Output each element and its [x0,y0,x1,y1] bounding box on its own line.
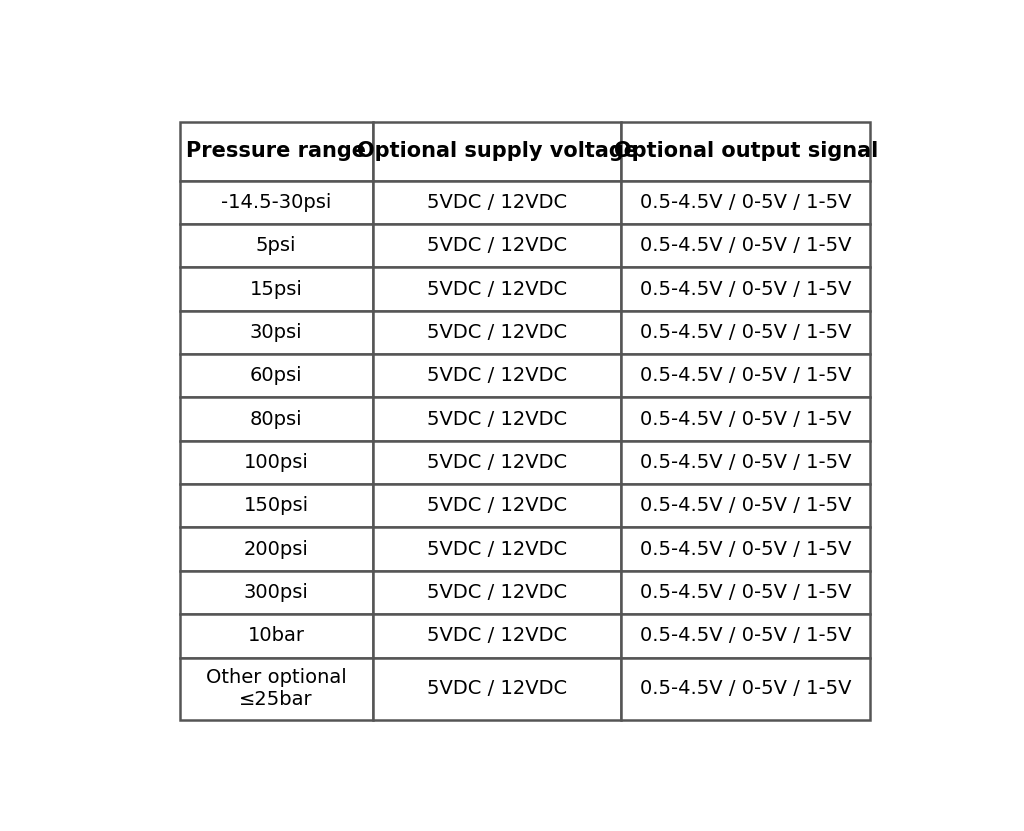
Text: 200psi: 200psi [244,539,308,558]
Bar [179,122,373,180]
Bar [373,528,622,571]
Text: 80psi: 80psi [250,410,302,429]
Text: 10bar: 10bar [248,627,305,646]
Bar [622,657,870,720]
Text: 5VDC / 12VDC: 5VDC / 12VDC [427,323,567,342]
Text: 0.5-4.5V / 0-5V / 1-5V: 0.5-4.5V / 0-5V / 1-5V [640,193,852,212]
Text: 5VDC / 12VDC: 5VDC / 12VDC [427,236,567,255]
Text: 0.5-4.5V / 0-5V / 1-5V: 0.5-4.5V / 0-5V / 1-5V [640,410,852,429]
Text: 0.5-4.5V / 0-5V / 1-5V: 0.5-4.5V / 0-5V / 1-5V [640,323,852,342]
Bar [622,484,870,528]
Bar [373,180,622,224]
Bar [179,571,373,614]
Bar [179,397,373,440]
Text: 0.5-4.5V / 0-5V / 1-5V: 0.5-4.5V / 0-5V / 1-5V [640,539,852,558]
Bar [179,440,373,484]
Bar [622,440,870,484]
Text: -14.5-30psi: -14.5-30psi [221,193,332,212]
Text: 15psi: 15psi [250,279,303,298]
Text: Optional output signal: Optional output signal [613,141,878,161]
Text: 60psi: 60psi [250,366,302,386]
Text: 0.5-4.5V / 0-5V / 1-5V: 0.5-4.5V / 0-5V / 1-5V [640,236,852,255]
Text: 300psi: 300psi [244,583,308,602]
Bar [179,484,373,528]
Text: 5psi: 5psi [256,236,297,255]
Text: 5VDC / 12VDC: 5VDC / 12VDC [427,410,567,429]
Text: 0.5-4.5V / 0-5V / 1-5V: 0.5-4.5V / 0-5V / 1-5V [640,680,852,699]
Text: Optional supply voltage: Optional supply voltage [356,141,638,161]
Bar [373,268,622,311]
Bar [373,311,622,354]
Bar [373,484,622,528]
Bar [179,224,373,268]
Text: 5VDC / 12VDC: 5VDC / 12VDC [427,453,567,472]
Bar [622,614,870,657]
Text: 0.5-4.5V / 0-5V / 1-5V: 0.5-4.5V / 0-5V / 1-5V [640,366,852,386]
Bar [373,397,622,440]
Text: 0.5-4.5V / 0-5V / 1-5V: 0.5-4.5V / 0-5V / 1-5V [640,627,852,646]
Text: 30psi: 30psi [250,323,302,342]
Text: 5VDC / 12VDC: 5VDC / 12VDC [427,496,567,515]
Bar [373,614,622,657]
Text: 5VDC / 12VDC: 5VDC / 12VDC [427,627,567,646]
Bar [622,268,870,311]
Text: Other optional
≤25bar: Other optional ≤25bar [206,668,346,710]
Bar [179,528,373,571]
Bar [179,268,373,311]
Bar [373,440,622,484]
Bar [373,122,622,180]
Text: 5VDC / 12VDC: 5VDC / 12VDC [427,583,567,602]
Bar [373,354,622,397]
Text: 0.5-4.5V / 0-5V / 1-5V: 0.5-4.5V / 0-5V / 1-5V [640,453,852,472]
Bar [179,311,373,354]
Bar [622,311,870,354]
Text: 0.5-4.5V / 0-5V / 1-5V: 0.5-4.5V / 0-5V / 1-5V [640,279,852,298]
Bar [179,180,373,224]
Text: 100psi: 100psi [244,453,308,472]
Text: 5VDC / 12VDC: 5VDC / 12VDC [427,539,567,558]
Bar [622,571,870,614]
Bar [622,354,870,397]
Bar [622,528,870,571]
Bar [622,397,870,440]
Text: 0.5-4.5V / 0-5V / 1-5V: 0.5-4.5V / 0-5V / 1-5V [640,583,852,602]
Bar [373,657,622,720]
Text: 0.5-4.5V / 0-5V / 1-5V: 0.5-4.5V / 0-5V / 1-5V [640,496,852,515]
Bar [622,180,870,224]
Text: Pressure range: Pressure range [186,141,367,161]
Text: 5VDC / 12VDC: 5VDC / 12VDC [427,366,567,386]
Bar [179,354,373,397]
Text: 5VDC / 12VDC: 5VDC / 12VDC [427,680,567,699]
Text: 5VDC / 12VDC: 5VDC / 12VDC [427,193,567,212]
Text: 5VDC / 12VDC: 5VDC / 12VDC [427,279,567,298]
Text: 150psi: 150psi [244,496,309,515]
Bar [179,614,373,657]
Bar [373,224,622,268]
Bar [179,657,373,720]
Bar [622,122,870,180]
Bar [373,571,622,614]
Bar [622,224,870,268]
